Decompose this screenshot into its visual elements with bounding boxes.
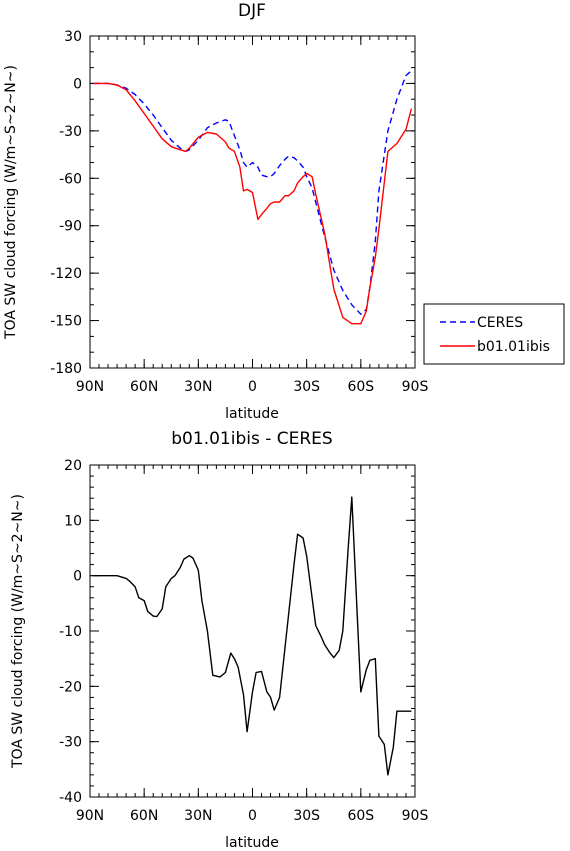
bottom-axis-ticks: 90N 60N 30N 0 30S 60S 90S -40 -30 -20 -10 0 10 20 — [59, 458, 428, 824]
bottom-x-tick-label: 90S — [402, 808, 429, 824]
legend: CERES b01.01ibis — [423, 303, 565, 365]
top-y-tick-label: -90 — [59, 219, 82, 235]
top-x-tick-label: 30S — [293, 379, 320, 395]
top-x-tick-label: 0 — [248, 379, 257, 395]
top-chart-title: DJF — [238, 1, 266, 21]
top-x-tick-label: 60N — [130, 379, 158, 395]
bottom-y-tick-label: -30 — [59, 735, 82, 751]
legend-label-b01-01ibis: b01.01ibis — [477, 339, 550, 355]
top-axis-ticks: 90N 60N 30N 0 30S 60S 90S -180 -150 -120 -90 -60 -30… — [50, 29, 428, 395]
top-y-tick-label: 0 — [73, 76, 82, 92]
bottom-plot-frame — [89, 464, 416, 798]
top-y-tick-label: -60 — [59, 171, 82, 187]
bottom-y-tick-label: -40 — [59, 790, 82, 806]
bottom-x-tick-label: 90N — [76, 808, 104, 824]
bottom-x-tick-label: 60N — [130, 808, 158, 824]
top-panel: DJF 90N 60N 30N 0 30S 60S 90S -180 -150 -120 -90 -6… — [3, 1, 565, 422]
bottom-x-tick-label: 0 — [248, 808, 257, 824]
bottom-y-tick-label: -10 — [59, 624, 82, 640]
top-x-tick-label: 60S — [347, 379, 374, 395]
top-x-tick-label: 30N — [184, 379, 212, 395]
bottom-panel: b01.01ibis - CERES 90N 60N 30N 0 30S 60S 90S -4… — [10, 429, 428, 851]
bottom-series-line-difference — [93, 496, 412, 776]
top-series-line-b01-01ibis — [93, 82, 413, 325]
bottom-x-axis-label: latitude — [225, 835, 279, 851]
top-y-tick-label: -150 — [50, 314, 82, 330]
top-y-tick-label: 30 — [64, 29, 82, 45]
top-plot-frame — [89, 35, 416, 369]
bottom-x-tick-label: 30S — [293, 808, 320, 824]
bottom-series-group — [93, 496, 412, 776]
top-x-tick-label: 90S — [402, 379, 429, 395]
top-x-axis-label: latitude — [225, 406, 279, 422]
top-y-tick-label: -180 — [50, 361, 82, 377]
top-series-group — [93, 70, 413, 325]
bottom-y-tick-label: 20 — [64, 458, 82, 474]
bottom-x-tick-label: 60S — [347, 808, 374, 824]
bottom-x-tick-label: 30N — [184, 808, 212, 824]
top-y-tick-label: -120 — [50, 266, 82, 282]
top-x-tick-label: 90N — [76, 379, 104, 395]
bottom-chart-title: b01.01ibis - CERES — [171, 429, 332, 449]
legend-box — [423, 303, 565, 365]
bottom-y-axis-label: TOA SW cloud forcing (W/m~S~2~N~) — [10, 494, 26, 769]
top-y-axis-label: TOA SW cloud forcing (W/m~S~2~N~) — [3, 65, 19, 340]
top-series-line-ceres — [93, 70, 412, 315]
top-y-tick-label: -30 — [59, 124, 82, 140]
legend-label-ceres: CERES — [477, 315, 523, 331]
bottom-y-tick-label: 10 — [64, 513, 82, 529]
bottom-y-tick-label: 0 — [73, 569, 82, 585]
bottom-y-tick-label: -20 — [59, 679, 82, 695]
